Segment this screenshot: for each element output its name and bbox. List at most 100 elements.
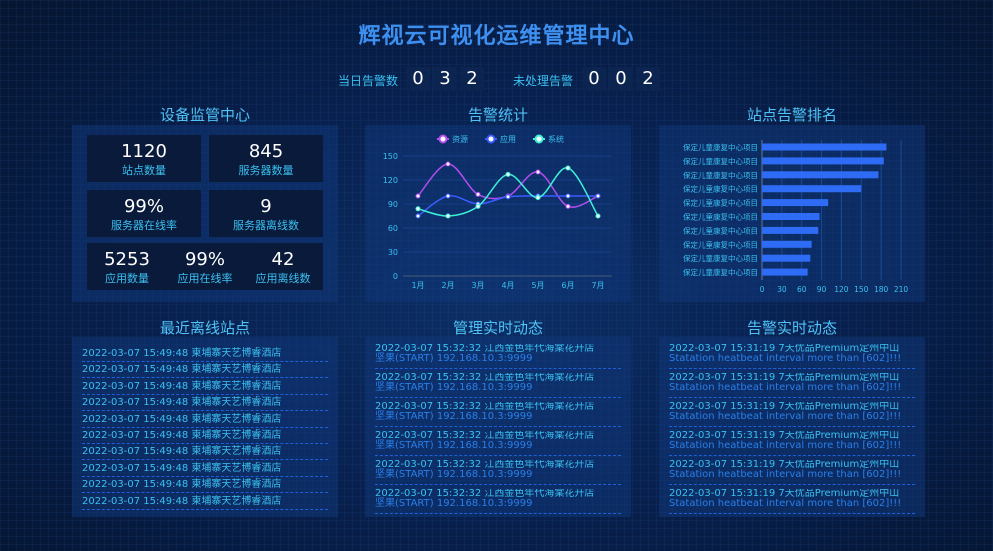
data-point <box>595 193 601 199</box>
bar <box>762 240 812 248</box>
offline-item[interactable]: 2022-03-07 15:49:48 柬埔寨天艺博睿酒店 <box>82 363 328 379</box>
stat-value: 99% <box>123 196 164 217</box>
alarm-line-chart: 0 30 60 90 120 150 1月 2月 3月 4月 5月 6月 7月 资源 应用 系统 <box>383 134 612 290</box>
item-detail: Statation heatbeat interval more than [6… <box>669 411 902 422</box>
offline-list: 2022-03-07 15:49:48 柬埔寨天艺博睿酒店 2022-03-07 … <box>72 337 338 517</box>
y-category-label: 保定儿童康复中心项目 <box>683 170 758 180</box>
stat-server-offline: 9 服务器离线数 <box>209 190 323 237</box>
stat-label: 站点数量 <box>122 164 166 177</box>
x-tick-label: 6月 <box>561 281 574 290</box>
x-tick-label: 150 <box>854 285 869 294</box>
data-point <box>505 194 511 200</box>
item-title: 2022-03-07 15:31:19 7天优品Premium定州中山 <box>669 402 900 412</box>
y-tick-label: 0 <box>393 272 398 281</box>
stat-sites: 1120 站点数量 <box>87 135 201 182</box>
offline-item[interactable]: 2022-03-07 15:49:48 柬埔寨天艺博睿酒店 <box>82 478 328 494</box>
stat-label: 服务器在线率 <box>111 219 177 232</box>
today-alarm-digit: 2 <box>460 67 484 91</box>
item-title: 2022-03-07 15:32:32 江西金色年代海棠花开店 <box>375 373 595 383</box>
bar <box>762 171 879 179</box>
alarm-item[interactable]: 2022-03-07 15:31:19 7天优品Premium定州中山 Stata… <box>669 489 915 514</box>
offline-item[interactable]: 2022-03-07 15:49:48 柬埔寨天艺博睿酒店 <box>82 347 328 362</box>
offline-item[interactable]: 2022-03-07 15:49:48 柬埔寨天艺博睿酒店 <box>82 445 328 461</box>
data-point <box>415 206 421 212</box>
item-title: 2022-03-07 15:31:19 7天优品Premium定州中山 <box>669 489 900 499</box>
item-title: 2022-03-07 15:32:32 江西金色年代海棠花开店 <box>375 431 595 441</box>
legend-marker <box>438 134 448 144</box>
x-tick-label: 7月 <box>591 281 604 290</box>
x-tick-label: 90 <box>817 285 827 294</box>
mgmt-title: 管理实时动态 <box>452 319 543 337</box>
data-point <box>475 203 481 209</box>
y-tick-label: 60 <box>388 224 398 233</box>
legend-marker <box>486 134 496 144</box>
bar <box>762 213 820 220</box>
device-panel: 1120 站点数量 845 服务器数量 99% 服务器在线率 9 服务器离线数 5253… <box>72 125 338 302</box>
data-point <box>535 195 541 201</box>
mgmt-item[interactable]: 2022-03-07 15:32:32 江西金色年代海棠花开店 坚果(START)… <box>375 431 621 456</box>
offline-item[interactable]: 2022-03-07 15:49:48 柬埔寨天艺博睿酒店 <box>82 380 328 395</box>
today-alarm-label: 当日告警数 <box>338 74 399 88</box>
stat-value: 42 <box>271 249 295 270</box>
offline-item[interactable]: 2022-03-07 15:49:48 柬埔寨天艺博睿酒店 <box>82 396 328 412</box>
mgmt-item[interactable]: 2022-03-07 15:32:32 江西金色年代海棠花开店 坚果(START)… <box>375 489 621 514</box>
item-title: 2022-03-07 15:32:32 江西金色年代海棠花开店 <box>375 489 595 499</box>
stat-value: 845 <box>248 141 284 162</box>
offline-item[interactable]: 2022-03-07 15:49:48 柬埔寨天艺博睿酒店 <box>82 495 328 510</box>
x-tick-label: 0 <box>760 285 765 294</box>
stat-value: 1120 <box>121 141 167 162</box>
mgmt-item[interactable]: 2022-03-07 15:32:32 江西金色年代海棠花开店 坚果(START)… <box>375 402 621 427</box>
alarm-stats-title: 告警统计 <box>467 106 528 124</box>
offline-item[interactable]: 2022-03-07 15:49:48 柬埔寨天艺博睿酒店 <box>82 429 328 444</box>
data-point <box>565 165 571 171</box>
offline-title: 最近离线站点 <box>159 319 250 337</box>
stat-server-online-rate: 99% 服务器在线率 <box>87 190 201 237</box>
data-point <box>535 169 541 175</box>
legend-label: 资源 <box>452 134 468 144</box>
x-tick-label: 30 <box>777 285 787 294</box>
data-point <box>445 193 451 199</box>
y-category-label: 保定儿童康复中心项目 <box>683 212 758 222</box>
y-tick-label: 30 <box>388 248 398 257</box>
offline-item[interactable]: 2022-03-07 15:49:48 柬埔寨天艺博睿酒店 <box>82 462 328 477</box>
mgmt-item[interactable]: 2022-03-07 15:32:32 江西金色年代海棠花开店 坚果(START)… <box>375 344 621 369</box>
unhandled-alarm-label: 未处理告警 <box>513 74 574 88</box>
item-detail: Statation heatbeat interval more than [6… <box>669 382 902 393</box>
data-point <box>475 191 481 197</box>
item-title: 2022-03-07 15:32:32 江西金色年代海棠花开店 <box>375 402 595 412</box>
alarm-item[interactable]: 2022-03-07 15:31:19 7天优品Premium定州中山 Stata… <box>669 373 915 398</box>
mgmt-item[interactable]: 2022-03-07 15:32:32 江西金色年代海棠花开店 坚果(START)… <box>375 373 621 398</box>
y-category-label: 保定儿童康复中心项目 <box>683 184 758 194</box>
bar <box>762 199 829 207</box>
unhandled-alarm-digit: 0 <box>582 67 606 91</box>
bar <box>762 226 819 234</box>
item-title: 2022-03-07 15:31:19 7天优品Premium定州中山 <box>669 373 900 383</box>
stat-value: 99% <box>184 249 225 270</box>
stat-apps-group: 5253 应用数量 99% 应用在线率 42 应用离线数 <box>87 243 323 290</box>
unhandled-alarm-digit: 2 <box>636 67 660 91</box>
data-point <box>415 193 421 199</box>
x-tick-label: 4月 <box>501 281 514 290</box>
alarm-item[interactable]: 2022-03-07 15:31:19 7天优品Premium定州中山 Stata… <box>669 431 915 456</box>
x-tick-label: 2月 <box>441 281 454 290</box>
y-tick-label: 120 <box>383 176 398 185</box>
alarm-item[interactable]: 2022-03-07 15:31:19 7天优品Premium定州中山 Stata… <box>669 402 915 427</box>
item-detail: 坚果(START) 192.168.10.3:9999 <box>375 411 533 422</box>
alarm-live-list: 2022-03-07 15:31:19 7天优品Premium定州中山 Stata… <box>659 337 925 517</box>
mgmt-item[interactable]: 2022-03-07 15:32:32 江西金色年代海棠花开店 坚果(START)… <box>375 460 621 485</box>
y-category-label: 保定儿童康复中心项目 <box>683 267 758 277</box>
alarm-stats-panel: 0 30 60 90 120 150 1月 2月 3月 4月 5月 6月 7月 资源 应用 系统 <box>365 125 631 302</box>
alarm-item[interactable]: 2022-03-07 15:31:19 7天优品Premium定州中山 Stata… <box>669 344 915 369</box>
item-title: 2022-03-07 15:31:19 7天优品Premium定州中山 <box>669 344 900 354</box>
data-point <box>445 213 451 219</box>
y-category-label: 保定儿童康复中心项目 <box>683 253 758 263</box>
bar <box>762 268 808 276</box>
stat-label: 应用离线数 <box>255 272 311 285</box>
stat-label: 应用数量 <box>105 272 149 285</box>
y-tick-label: 90 <box>388 200 398 209</box>
page-title: 辉视云可视化运维管理中心 <box>358 24 635 49</box>
ranking-panel: 0 30 60 90 120 150 180 210 保定儿童康复中心项目 保定儿童康复中心项目保… <box>659 125 925 302</box>
offline-item[interactable]: 2022-03-07 15:49:48 柬埔寨天艺博睿酒店 <box>82 413 328 428</box>
alarm-item[interactable]: 2022-03-07 15:31:19 7天优品Premium定州中山 Stata… <box>669 460 915 485</box>
y-category-label: 保定儿童康复中心项目 <box>683 239 758 249</box>
